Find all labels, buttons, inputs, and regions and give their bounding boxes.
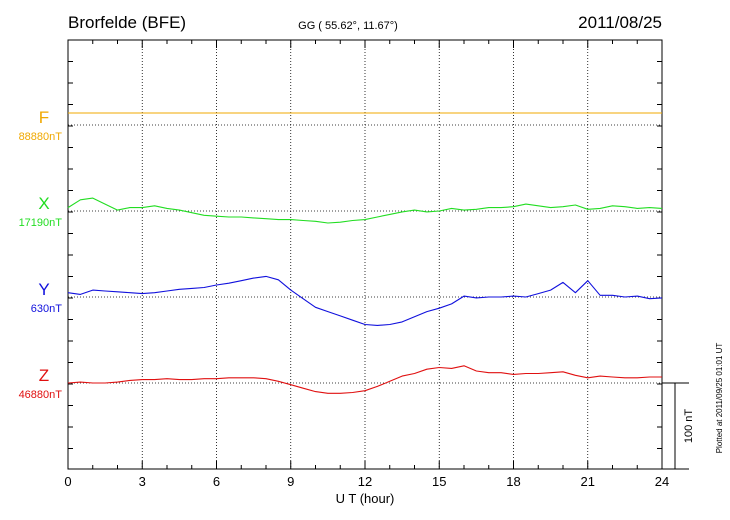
series-name-y: Y (38, 280, 49, 299)
baseline-label-x: 17190nT (19, 217, 63, 229)
x-tick-label: 12 (358, 474, 372, 489)
x-tick-label: 3 (139, 474, 146, 489)
series-traces (67, 112, 663, 394)
x-axis-label: U T (hour) (336, 491, 395, 506)
series-name-x: X (38, 194, 49, 213)
grid (141, 40, 589, 469)
x-tick-label: 0 (64, 474, 71, 489)
x-tick-label: 6 (213, 474, 220, 489)
series-name-f: F (39, 108, 49, 127)
baseline-label-f: 88880nT (19, 131, 63, 143)
axis-ticks (67, 40, 663, 469)
plotted-timestamp: Plotted at 2011/09/25 01:01 UT (715, 343, 724, 454)
x-tick-label: 15 (432, 474, 446, 489)
x-tick-label: 9 (287, 474, 294, 489)
chart-date: 2011/08/25 (578, 13, 662, 32)
x-tick-label: 18 (506, 474, 520, 489)
series-line-z (67, 365, 662, 394)
x-tick-label: 24 (655, 474, 669, 489)
baseline-label-z: 46880nT (19, 389, 63, 401)
scale-bar-label: 100 nT (683, 409, 695, 444)
series-line-x (67, 197, 663, 224)
baselines (68, 124, 662, 384)
chart-title: Brorfelde (BFE) (68, 13, 186, 32)
x-tick-label: 21 (581, 474, 595, 489)
plot-frame (67, 39, 663, 470)
series-labels: F 88880nT X 17190nT Y 630nT Z 46880nT (19, 108, 63, 401)
x-tick-labels: 0 3 6 9 12 15 18 21 24 (64, 474, 669, 489)
scale-bar: 100 nT (662, 382, 695, 470)
series-line-y (67, 275, 663, 326)
series-name-z: Z (39, 366, 49, 385)
baseline-label-y: 630nT (31, 303, 62, 315)
station-coordinates: GG ( 55.62°, 11.67°) (298, 20, 398, 32)
